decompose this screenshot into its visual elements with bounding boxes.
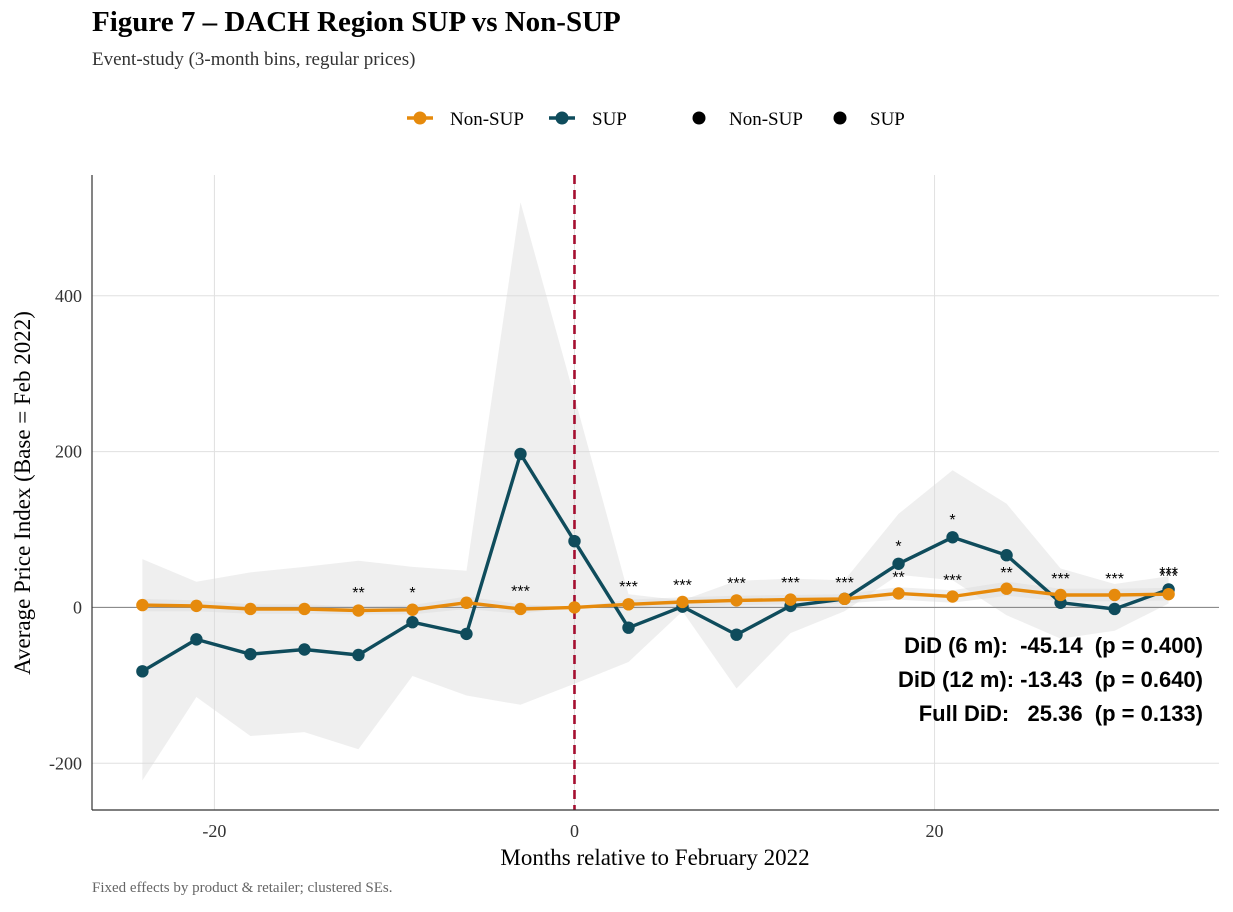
significance-label: *** bbox=[673, 577, 692, 594]
sup-point bbox=[1000, 549, 1013, 562]
y-tick-label: -200 bbox=[49, 753, 82, 773]
sup-point bbox=[892, 557, 905, 570]
sup-point bbox=[622, 621, 635, 634]
legend-item-sup-point: SUP bbox=[833, 109, 905, 130]
non-sup-point bbox=[1054, 588, 1067, 602]
non-sup-series-line bbox=[142, 587, 1169, 613]
sup-point bbox=[1108, 602, 1121, 616]
non-sup-point bbox=[676, 595, 689, 609]
sup-point bbox=[244, 647, 257, 661]
non-sup-point bbox=[406, 603, 419, 616]
sup-point bbox=[136, 665, 149, 678]
significance-label: *** bbox=[1159, 565, 1178, 582]
significance-label: *** bbox=[619, 579, 638, 596]
legend-dot-swatch bbox=[833, 111, 847, 125]
non-sup-point bbox=[136, 598, 149, 612]
chart-subtitle: Event-study (3-month bins, regular price… bbox=[92, 49, 416, 70]
significance-label: *** bbox=[511, 584, 530, 601]
non-sup-point bbox=[622, 598, 635, 611]
sup-point bbox=[730, 628, 743, 641]
x-tick-label: -20 bbox=[202, 821, 226, 841]
sup-series-line bbox=[141, 452, 1170, 673]
legend-label: Non-SUP bbox=[450, 109, 524, 130]
legend-label: Non-SUP bbox=[729, 109, 803, 130]
legend-label: SUP bbox=[870, 109, 905, 130]
non-sup-point bbox=[784, 593, 797, 606]
non-sup-point bbox=[352, 604, 365, 617]
significance-label: * bbox=[895, 538, 901, 555]
significance-label: *** bbox=[1105, 571, 1124, 588]
sup-point bbox=[352, 648, 365, 662]
non-sup-point bbox=[1162, 587, 1175, 601]
did-annotation: Full DiD: 25.36 (p = 0.133) bbox=[919, 701, 1203, 726]
legend-item-non-sup-line: Non-SUP bbox=[407, 109, 524, 130]
non-sup-point bbox=[244, 602, 257, 616]
non-sup-point bbox=[1108, 588, 1121, 602]
significance-label: *** bbox=[835, 575, 854, 592]
significance-label: * bbox=[409, 585, 415, 602]
sup-point bbox=[460, 627, 473, 641]
significance-label: *** bbox=[1159, 569, 1178, 586]
significance-label: *** bbox=[727, 576, 746, 593]
legend-point-swatch bbox=[555, 111, 569, 125]
non-sup-confidence-band bbox=[142, 581, 1169, 615]
y-tick-label: 0 bbox=[73, 597, 82, 617]
sup-point bbox=[406, 616, 419, 629]
x-axis-title: Months relative to February 2022 bbox=[500, 845, 809, 870]
non-sup-point bbox=[298, 602, 311, 616]
legend-item-sup-line: SUP bbox=[549, 109, 627, 130]
non-sup-point bbox=[730, 594, 743, 607]
sup-point bbox=[568, 534, 581, 548]
chart-title: Figure 7 – DACH Region SUP vs Non-SUP bbox=[92, 6, 621, 38]
significance-label: ** bbox=[892, 569, 904, 586]
y-tick-label: 200 bbox=[55, 442, 82, 462]
chart-caption: Fixed effects by product & retailer; clu… bbox=[92, 880, 393, 896]
legend-label: SUP bbox=[592, 109, 627, 130]
non-sup-point bbox=[946, 590, 959, 603]
non-sup-point bbox=[1000, 582, 1013, 595]
significance-label: *** bbox=[1051, 571, 1070, 588]
did-annotation: DiD (12 m): -13.43 (p = 0.640) bbox=[898, 667, 1203, 692]
legend-item-non-sup-point: Non-SUP bbox=[692, 109, 803, 130]
sup-confidence-band bbox=[142, 202, 1169, 781]
sup-point bbox=[946, 531, 959, 544]
did-annotation: DiD (6 m): -45.14 (p = 0.400) bbox=[904, 633, 1203, 658]
legend-point-swatch bbox=[413, 111, 427, 125]
non-sup-point bbox=[568, 601, 581, 614]
significance-label: *** bbox=[781, 575, 800, 592]
non-sup-point bbox=[514, 602, 527, 616]
x-tick-label: 20 bbox=[926, 821, 944, 841]
significance-label: ** bbox=[352, 585, 364, 602]
legend-dot-swatch bbox=[692, 111, 706, 125]
non-sup-point bbox=[838, 592, 851, 606]
significance-label: * bbox=[949, 512, 955, 529]
x-tick-label: 0 bbox=[570, 821, 579, 841]
non-sup-point bbox=[892, 587, 905, 600]
significance-label: *** bbox=[943, 573, 962, 590]
sup-point bbox=[514, 447, 527, 461]
non-sup-point bbox=[460, 596, 473, 609]
sup-point bbox=[298, 643, 311, 656]
y-tick-label: 400 bbox=[55, 286, 82, 306]
non-sup-point bbox=[190, 599, 203, 613]
sup-point bbox=[190, 633, 203, 646]
significance-label: ** bbox=[1000, 565, 1012, 582]
y-axis-title: Average Price Index (Base = Feb 2022) bbox=[10, 311, 35, 675]
